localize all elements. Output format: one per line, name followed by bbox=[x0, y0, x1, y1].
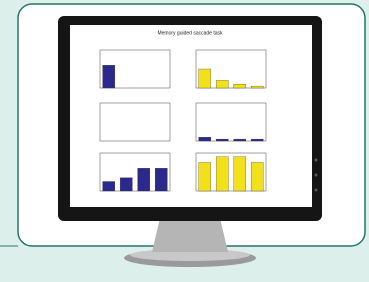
bar bbox=[120, 178, 132, 191]
bar bbox=[251, 86, 263, 88]
page: Memory guided saccade task (() => { cons… bbox=[0, 0, 369, 282]
bar bbox=[234, 157, 246, 191]
bar bbox=[199, 137, 211, 141]
monitor-screen bbox=[70, 25, 312, 207]
bar bbox=[103, 182, 115, 192]
bar bbox=[216, 157, 228, 191]
bar bbox=[216, 80, 228, 88]
bar bbox=[155, 168, 167, 191]
bar bbox=[103, 65, 115, 88]
bar bbox=[199, 69, 211, 88]
bar bbox=[251, 163, 263, 192]
button bbox=[315, 159, 318, 162]
button bbox=[315, 174, 318, 177]
bar bbox=[216, 139, 228, 141]
bar bbox=[251, 139, 263, 141]
bar bbox=[234, 84, 246, 88]
figure-title: Memory guided saccade task bbox=[157, 30, 223, 36]
monitor-neck bbox=[152, 218, 228, 252]
bar bbox=[138, 168, 150, 191]
bar bbox=[234, 139, 246, 141]
button bbox=[315, 189, 318, 192]
bar bbox=[199, 163, 211, 192]
screenshot: Memory guided saccade task bbox=[0, 0, 369, 282]
